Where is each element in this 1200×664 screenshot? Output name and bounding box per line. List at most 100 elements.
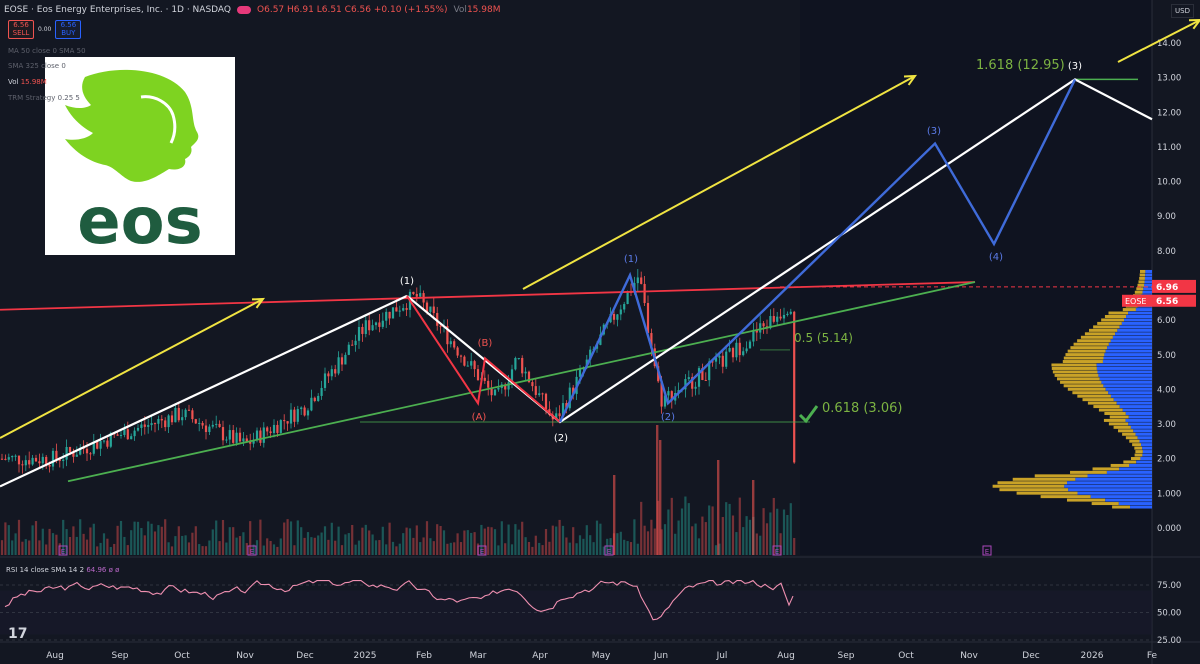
vp-bar-blue (1129, 463, 1152, 467)
vp-bar-gold (1113, 425, 1131, 429)
volume-bar (310, 537, 313, 555)
candle-body (361, 326, 364, 334)
candle-body (48, 465, 51, 467)
toggle-icon[interactable] (237, 6, 252, 14)
time-tick: 2026 (1081, 651, 1104, 661)
earnings-marker-label: E (607, 548, 611, 556)
candle-body (789, 311, 792, 314)
candle-body (354, 340, 357, 346)
volume-bar (303, 537, 306, 555)
volume-bar (578, 535, 582, 555)
volume-bar (249, 521, 252, 555)
vp-bar-gold (1067, 349, 1106, 353)
volume-bar (725, 502, 728, 555)
volume-bar (211, 529, 214, 555)
rsi-header[interactable]: RSI 14 close SMA 14 2 64.96 ø ø (6, 566, 119, 574)
indicator-volume[interactable]: Vol 15.98M (8, 78, 47, 86)
vp-bar-blue (1137, 436, 1152, 440)
volume-bar (619, 531, 622, 555)
candle-body (388, 311, 391, 319)
volume-bar (779, 533, 782, 555)
candle-body (181, 417, 184, 421)
candle-body (208, 426, 211, 433)
volume-bar (272, 544, 276, 555)
candle-body (55, 450, 58, 460)
candle-body (779, 316, 782, 319)
vp-bar-gold (1070, 470, 1107, 474)
vp-bar-gold (1134, 446, 1143, 450)
vp-bar-blue (1107, 346, 1152, 350)
candle-body (432, 306, 435, 314)
red-abc-correction (406, 295, 561, 423)
wave-label: (B) (478, 338, 493, 349)
candle-body (225, 439, 228, 441)
candle-body (735, 342, 738, 358)
buy-button[interactable]: 6.56 BUY (55, 20, 82, 39)
last-symbol-tag (1122, 294, 1152, 307)
candle-body (483, 377, 486, 381)
vp-bar-gold (1134, 453, 1143, 457)
volume-bar (82, 533, 85, 555)
wave-label: (1) (400, 276, 414, 287)
volume-bar (711, 506, 714, 555)
yellow-arrow-3-head (1188, 18, 1200, 30)
volume-bar (306, 532, 310, 555)
candle-body (177, 407, 180, 421)
rsi-tick: 25.00 (1157, 636, 1181, 646)
candle-body (663, 395, 667, 407)
volume-bar (459, 542, 463, 555)
time-tick: Nov (960, 651, 978, 661)
indicator-volume-label: Vol (8, 78, 19, 86)
volume-bar (456, 533, 459, 555)
currency-label[interactable]: USD (1171, 4, 1194, 18)
vp-bar-gold (1103, 418, 1126, 422)
vp-bar-blue (1096, 366, 1152, 370)
vp-bar-gold (1040, 495, 1091, 499)
candle-body (504, 384, 507, 390)
candle-body (769, 316, 772, 329)
vp-bar-blue (1142, 450, 1152, 454)
volume-bar (153, 531, 157, 555)
vp-bar-blue (1145, 273, 1152, 277)
tradingview-logo: 17 (8, 626, 28, 642)
time-tick: Apr (532, 651, 548, 661)
volume-bar (714, 545, 718, 555)
sell-button[interactable]: 6.56 SELL (8, 20, 34, 39)
candle-body (153, 423, 157, 425)
symbol-title[interactable]: EOSE · Eos Energy Enterprises, Inc. · 1D… (4, 5, 232, 15)
vp-bar-gold (1108, 422, 1129, 426)
indicator-trm[interactable]: TRM Strategy 0.25 5 (8, 94, 80, 102)
vp-bar-gold (1112, 505, 1131, 509)
candle-body (541, 393, 544, 395)
vp-bar-blue (1128, 422, 1152, 426)
eos-logo: eos (45, 57, 235, 255)
volume-bar (742, 527, 745, 555)
candle-body (514, 357, 517, 370)
vp-bar-gold (1122, 308, 1136, 312)
price-tick: 5.00 (1157, 351, 1176, 361)
volume-bar (429, 538, 432, 555)
candle-body (41, 456, 44, 464)
volume-bar (653, 528, 656, 555)
candle-body (762, 323, 765, 327)
volume-bar (262, 545, 265, 555)
volume-bar (109, 546, 112, 555)
volume-bar (391, 541, 395, 555)
vp-bar-gold (1067, 387, 1106, 391)
indicator-sma325[interactable]: SMA 325 close 0 (8, 62, 66, 70)
vp-bar-blue (1143, 287, 1152, 291)
volume-bar (62, 519, 65, 555)
indicator-ma50[interactable]: MA 50 close 0 SMA 50 (8, 47, 86, 55)
volume-bar (487, 526, 490, 555)
vp-bar-blue (1110, 339, 1152, 343)
earnings-marker-label: E (775, 548, 779, 556)
volume-bar (504, 543, 507, 555)
volume-spike (752, 480, 755, 555)
vp-bar-gold (1130, 457, 1141, 461)
price-tick: 14.00 (1157, 39, 1181, 49)
vp-bar-blue (1141, 443, 1152, 447)
volume-bar (422, 537, 425, 555)
volume-bar (463, 530, 466, 555)
vp-bar-blue (1118, 502, 1152, 506)
